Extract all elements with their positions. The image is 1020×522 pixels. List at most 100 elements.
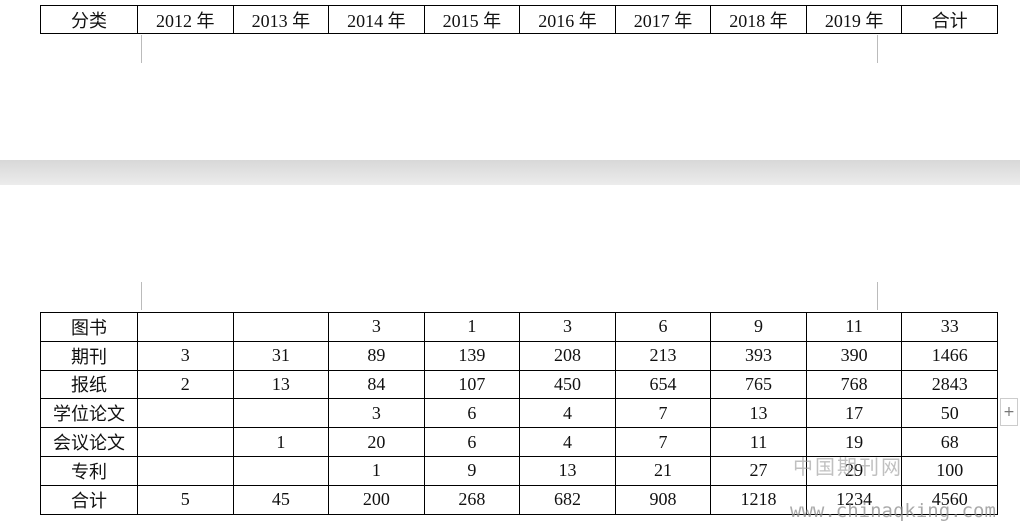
margin-mark: [877, 35, 878, 63]
table-cell: 9: [423, 455, 521, 486]
table-cell: 6: [614, 312, 712, 342]
table-cell: 45: [232, 484, 330, 515]
table-cell: 1234: [805, 484, 903, 515]
table-cell: 19: [805, 427, 903, 457]
table-cell: 654: [614, 369, 712, 400]
table-cell: [232, 312, 330, 342]
table-cell: 682: [519, 484, 616, 515]
table-cell: 268: [423, 484, 521, 515]
table-cell: 7: [614, 427, 712, 457]
table-cell: 4: [519, 427, 616, 457]
table-cell: 合计: [40, 484, 138, 515]
table-cell: 89: [328, 340, 425, 371]
table-cell: 1: [328, 455, 425, 486]
table-cell: 13: [710, 398, 807, 429]
table-cell: 33: [901, 312, 998, 342]
table-cell: [232, 398, 330, 429]
table-cell: 84: [328, 369, 425, 400]
margin-mark: [141, 282, 142, 310]
table-cell: 2015 年: [423, 5, 521, 34]
table-cell: [137, 398, 234, 429]
table-body: 图书 3 1 3 6 9 11 33 期刊 3 31 89 139 208 213 393 390 1466 报纸 2…: [40, 312, 998, 515]
table-cell: 13: [232, 369, 330, 400]
table-cell: 21: [614, 455, 712, 486]
table-cell: 合计: [901, 5, 998, 34]
table-cell: [232, 455, 330, 486]
table-cell: 5: [137, 484, 234, 515]
table-cell: 450: [519, 369, 616, 400]
table-cell: 6: [423, 427, 521, 457]
table-cell: 3: [328, 312, 425, 342]
table-cell: 390: [805, 340, 903, 371]
table-row: 图书 3 1 3 6 9 11 33: [40, 312, 998, 342]
table-cell: 768: [805, 369, 903, 400]
table-cell: 13: [519, 455, 616, 486]
table-cell: 会议论文: [40, 427, 138, 457]
table-cell: 11: [710, 427, 807, 457]
table-cell: 1: [423, 312, 521, 342]
table-cell: 3: [137, 340, 234, 371]
table-cell: 908: [614, 484, 712, 515]
table-row: 报纸 2 13 84 107 450 654 765 768 2843: [40, 369, 998, 400]
table-cell: 2012 年: [137, 5, 234, 34]
table-cell: 20: [328, 427, 425, 457]
table-cell: [137, 455, 234, 486]
table-cell: 17: [805, 398, 903, 429]
table-cell: 27: [710, 455, 807, 486]
table-cell: 分类: [40, 5, 138, 34]
table-cell: 31: [232, 340, 330, 371]
table-cell: 100: [901, 455, 998, 486]
table-cell: 29: [805, 455, 903, 486]
table-cell: 2019 年: [805, 5, 903, 34]
table-row: 会议论文 1 20 6 4 7 11 19 68: [40, 427, 998, 457]
watermark-url: www.chinaqking.com: [790, 500, 996, 522]
table-cell: 6: [423, 398, 521, 429]
page-break: [0, 160, 1020, 185]
table-cell: 9: [710, 312, 807, 342]
table-cell: 报纸: [40, 369, 138, 400]
table-cell: 3: [328, 398, 425, 429]
table-cell: 139: [423, 340, 521, 371]
table-row: 合计 5 45 200 268 682 908 1218 1234 4560: [40, 484, 998, 515]
margin-mark: [877, 282, 878, 310]
table-cell: 4560: [901, 484, 998, 515]
margin-mark: [141, 35, 142, 63]
watermark-title: 中国期刊网: [793, 457, 903, 479]
table-cell: 2016 年: [519, 5, 616, 34]
table-cell: 4: [519, 398, 616, 429]
table-cell: 50: [901, 398, 998, 429]
table-cell: 期刊: [40, 340, 138, 371]
table-cell: 1466: [901, 340, 998, 371]
table-cell: 2014 年: [328, 5, 425, 34]
table-cell: 1: [232, 427, 330, 457]
add-button[interactable]: +: [1000, 398, 1018, 426]
table-row: 专利 1 9 13 21 27 29 100: [40, 455, 998, 486]
table-cell: 专利: [40, 455, 138, 486]
table-cell: 213: [614, 340, 712, 371]
table-cell: 2018 年: [710, 5, 807, 34]
table-cell: 68: [901, 427, 998, 457]
header-row: 分类 2012 年 2013 年 2014 年 2015 年 2016 年 2017 年 20…: [40, 5, 998, 34]
table-cell: 1218: [710, 484, 807, 515]
header-table: 分类 2012 年 2013 年 2014 年 2015 年 2016 年 2017 年 20…: [40, 5, 998, 34]
table-cell: [137, 427, 234, 457]
table-cell: 2843: [901, 369, 998, 400]
table-cell: 2: [137, 369, 234, 400]
table-row: 期刊 3 31 89 139 208 213 393 390 1466: [40, 340, 998, 371]
table-cell: 2017 年: [614, 5, 712, 34]
table-cell: 11: [805, 312, 903, 342]
table-cell: 200: [328, 484, 425, 515]
table-cell: 2013 年: [232, 5, 330, 34]
table-cell: 393: [710, 340, 807, 371]
table-cell: 学位论文: [40, 398, 138, 429]
table-cell: [137, 312, 234, 342]
table-cell: 765: [710, 369, 807, 400]
table-row: 学位论文 3 6 4 7 13 17 50: [40, 398, 998, 429]
body-table: 图书 3 1 3 6 9 11 33 期刊 3 31 89 139 208 213 393 390 1466 报纸 2…: [40, 312, 998, 515]
table-cell: 图书: [40, 312, 138, 342]
table-cell: 208: [519, 340, 616, 371]
table-cell: 107: [423, 369, 521, 400]
table-cell: 7: [614, 398, 712, 429]
table-cell: 3: [519, 312, 616, 342]
